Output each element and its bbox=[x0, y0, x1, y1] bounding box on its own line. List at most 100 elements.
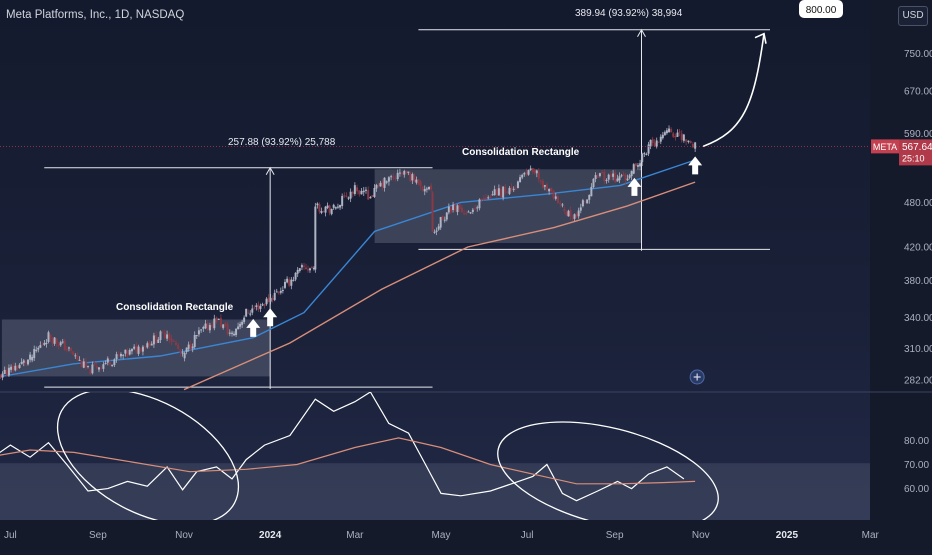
candle-body bbox=[104, 362, 107, 364]
candle-body bbox=[183, 352, 186, 359]
price-tick-label: 750.00 bbox=[904, 49, 932, 60]
candle-body bbox=[161, 331, 164, 333]
time-axis-panel bbox=[0, 520, 932, 550]
candle-body bbox=[482, 197, 485, 199]
candle-body bbox=[298, 268, 301, 272]
candle-body bbox=[474, 208, 477, 210]
oscillator-tick-label: 60.00 bbox=[904, 484, 929, 495]
candle-body bbox=[31, 356, 34, 361]
candle-body bbox=[624, 175, 627, 181]
candle-body bbox=[491, 194, 494, 196]
candle-body bbox=[452, 204, 455, 211]
candle-body bbox=[306, 269, 309, 271]
candle-body bbox=[206, 323, 209, 330]
time-tick-label: Nov bbox=[175, 530, 193, 541]
candle-body bbox=[362, 190, 365, 193]
candle-body bbox=[409, 172, 412, 182]
candle-body bbox=[383, 177, 386, 188]
candle-body bbox=[502, 186, 505, 198]
candle-body bbox=[235, 328, 238, 336]
candle-body bbox=[687, 140, 690, 142]
candle-body bbox=[224, 323, 227, 326]
candle-body bbox=[294, 272, 297, 280]
candle-body bbox=[396, 172, 399, 180]
candle-body bbox=[456, 205, 459, 213]
candle-body bbox=[159, 331, 162, 340]
candle-body bbox=[394, 177, 397, 179]
target-callout bbox=[799, 0, 843, 18]
time-tick-label: 2025 bbox=[776, 530, 799, 541]
candle-body bbox=[419, 181, 422, 187]
time-tick-label: 2024 bbox=[259, 530, 282, 541]
candle-body bbox=[119, 353, 122, 357]
candle-body bbox=[641, 153, 644, 163]
candle-body bbox=[435, 230, 438, 232]
candle-body bbox=[100, 367, 103, 369]
candle-body bbox=[612, 173, 615, 177]
candle-body bbox=[592, 178, 595, 187]
candle-body bbox=[316, 203, 319, 206]
candle-body bbox=[233, 333, 236, 336]
candle-body bbox=[157, 339, 160, 343]
candle-body bbox=[605, 179, 608, 182]
candle-body bbox=[219, 318, 222, 327]
candle-body bbox=[200, 329, 203, 331]
candle-body bbox=[80, 361, 83, 368]
candle-body bbox=[78, 359, 81, 361]
candle-body bbox=[694, 142, 697, 149]
candle-body bbox=[567, 210, 570, 217]
candle-body bbox=[177, 344, 180, 350]
plus-icon bbox=[693, 373, 701, 381]
candle-body bbox=[55, 338, 58, 344]
candle-body bbox=[318, 204, 321, 212]
candle-body bbox=[579, 207, 582, 211]
candle-body bbox=[527, 170, 530, 175]
candle-body bbox=[618, 176, 621, 181]
candle-body bbox=[213, 318, 216, 329]
candle-body bbox=[259, 305, 262, 309]
candle-body bbox=[76, 355, 79, 361]
candle-body bbox=[67, 347, 70, 349]
candle-body bbox=[563, 209, 566, 211]
candle-body bbox=[305, 267, 308, 270]
candle-body bbox=[108, 362, 111, 365]
time-tick-label: Sep bbox=[89, 530, 107, 541]
candle-body bbox=[18, 364, 21, 368]
up-arrow-icon bbox=[263, 308, 278, 327]
candle-body bbox=[168, 333, 171, 340]
candle-body bbox=[634, 163, 637, 167]
candle-body bbox=[33, 348, 36, 358]
candle-body bbox=[191, 346, 194, 349]
candle-body bbox=[521, 174, 524, 178]
candle-body bbox=[181, 352, 184, 354]
candle-body bbox=[682, 134, 685, 141]
candle-body bbox=[537, 171, 540, 180]
candle-body bbox=[417, 179, 420, 185]
candle-body bbox=[398, 172, 401, 174]
candle-body bbox=[454, 204, 457, 211]
candle-body bbox=[314, 206, 317, 270]
candle-body bbox=[371, 195, 374, 197]
candle-body bbox=[187, 344, 190, 349]
candle-body bbox=[231, 332, 234, 334]
candle-body bbox=[16, 365, 19, 370]
candle-body bbox=[215, 317, 218, 323]
candle-body bbox=[373, 187, 376, 197]
currency-button[interactable]: USD bbox=[898, 6, 928, 26]
candle-body bbox=[427, 186, 430, 190]
candle-body bbox=[22, 360, 25, 363]
candle-body bbox=[347, 197, 350, 199]
candle-body bbox=[584, 201, 587, 203]
candle-body bbox=[341, 196, 344, 206]
candle-body bbox=[676, 132, 679, 137]
candle-body bbox=[550, 187, 553, 192]
candle-body bbox=[195, 335, 198, 337]
candle-body bbox=[425, 188, 428, 190]
candle-body bbox=[87, 365, 90, 367]
projection-curve bbox=[702, 33, 765, 148]
candle-body bbox=[133, 346, 136, 349]
price-tick-label: 420.00 bbox=[904, 242, 932, 253]
candle-body bbox=[245, 308, 248, 317]
